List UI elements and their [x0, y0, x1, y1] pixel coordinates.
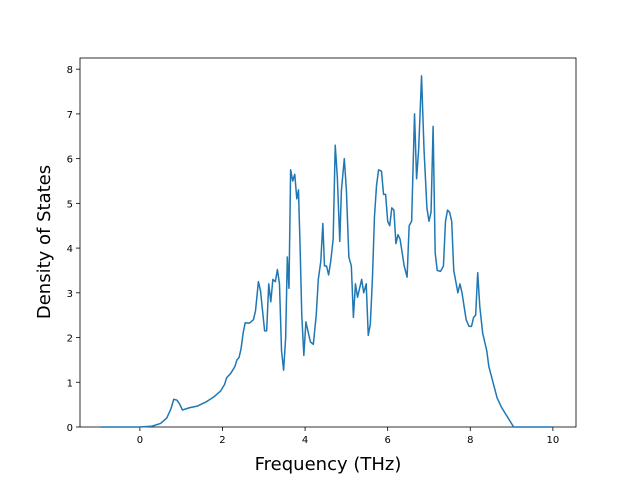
y-tick-label: 2: [67, 334, 73, 345]
x-tick-label: 0: [137, 435, 143, 446]
x-tick-label: 2: [219, 435, 225, 446]
x-tick-label: 10: [547, 435, 560, 446]
y-tick-label: 4: [67, 244, 73, 255]
y-tick-label: 7: [67, 110, 73, 121]
y-tick-label: 6: [67, 155, 73, 166]
y-tick-label: 0: [67, 423, 73, 434]
y-tick-label: 1: [67, 378, 73, 389]
y-axis-label: Density of States: [34, 165, 55, 319]
y-tick-label: 8: [67, 65, 73, 76]
data-line: [100, 75, 553, 428]
x-axis-label: Frequency (THz): [255, 454, 402, 475]
x-tick-label: 4: [302, 435, 308, 446]
y-tick-label: 5: [67, 199, 73, 210]
plot-frame: [79, 57, 577, 428]
x-tick-label: 6: [384, 435, 390, 446]
x-tick-label: 8: [467, 435, 473, 446]
y-tick-label: 3: [67, 289, 73, 300]
